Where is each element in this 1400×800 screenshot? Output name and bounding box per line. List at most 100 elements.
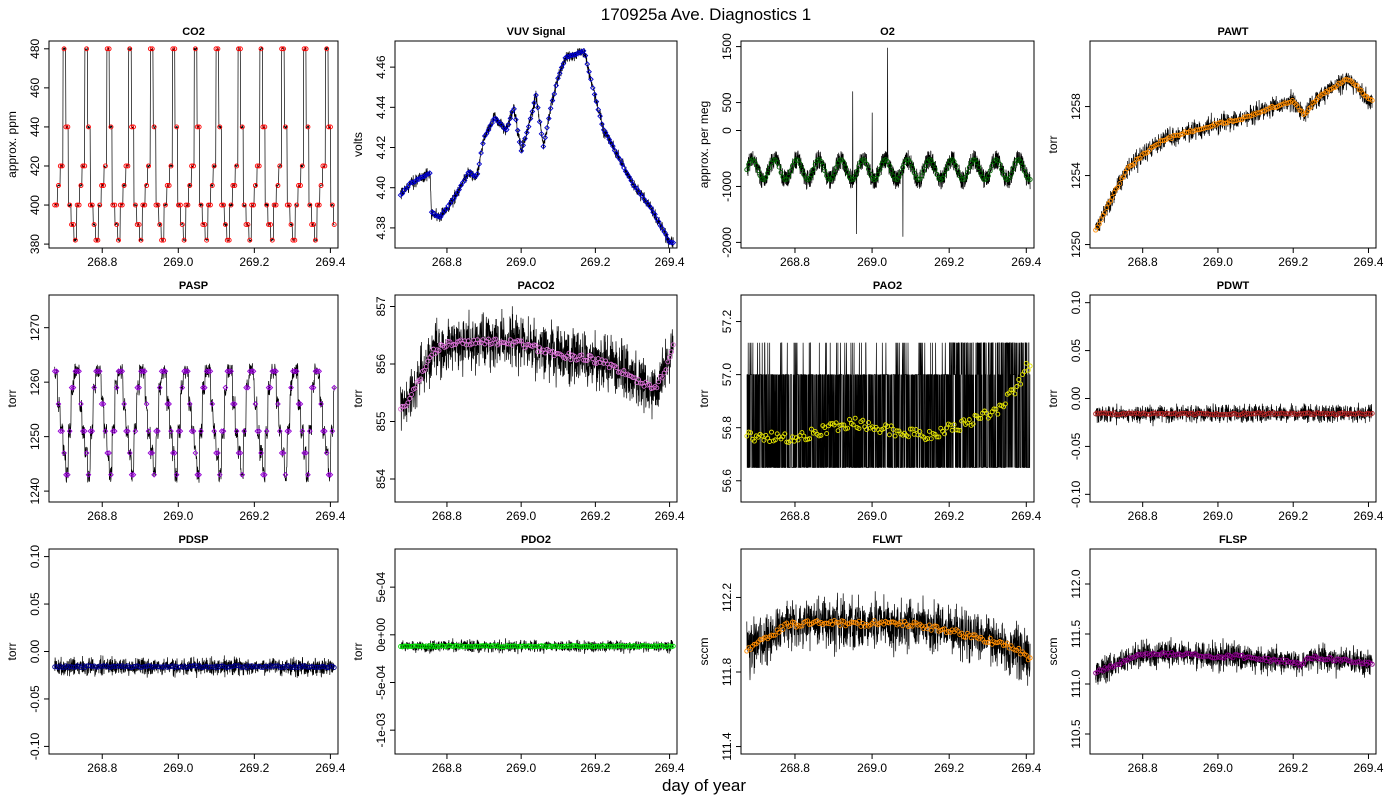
avg-point <box>1308 104 1314 110</box>
avg-point <box>183 202 189 208</box>
avg-point <box>288 384 294 391</box>
avg-point <box>254 163 260 169</box>
avg-point <box>1010 166 1016 172</box>
avg-point <box>978 415 984 421</box>
avg-point <box>763 175 769 180</box>
plot-frame <box>1089 294 1377 503</box>
avg-point <box>505 121 512 128</box>
avg-point <box>997 161 1003 167</box>
avg-point <box>923 163 928 169</box>
avg-point <box>867 171 873 177</box>
y-tick-label: 1250 <box>28 423 42 450</box>
avg-point <box>166 183 172 188</box>
avg-point <box>663 231 669 238</box>
avg-point <box>209 183 215 188</box>
avg-point <box>776 164 782 170</box>
avg-point <box>888 168 894 174</box>
avg-point <box>1122 169 1128 175</box>
avg-point <box>447 339 453 345</box>
avg-point <box>439 210 446 217</box>
x-tick-label: 269.0 <box>506 509 536 523</box>
avg-point <box>128 471 135 478</box>
avg-point <box>808 172 814 178</box>
panel-title: PASP <box>179 280 208 292</box>
avg-point <box>294 202 300 208</box>
avg-point <box>451 342 457 347</box>
avg-point <box>205 368 212 375</box>
avg-point <box>295 401 302 407</box>
avg-point <box>301 450 308 456</box>
avg-point <box>665 359 671 365</box>
avg-point <box>934 172 940 177</box>
avg-point <box>1369 97 1375 103</box>
avg-point <box>102 428 109 435</box>
avg-point <box>831 170 837 176</box>
avg-point <box>934 434 940 440</box>
avg-point <box>264 202 270 208</box>
avg-point <box>659 375 665 381</box>
avg-point <box>628 177 635 184</box>
avg-point <box>1237 117 1243 123</box>
avg-point <box>588 76 594 83</box>
avg-point <box>108 471 114 478</box>
avg-point <box>898 170 904 176</box>
avg-point <box>104 46 110 52</box>
avg-point <box>463 172 470 179</box>
avg-point <box>926 428 932 434</box>
y-axis-label: volts <box>351 132 365 157</box>
avg-point <box>132 428 139 435</box>
panel-title: PDWT <box>1217 280 1250 292</box>
avg-point <box>125 163 131 169</box>
avg-point <box>230 183 236 188</box>
x-tick-label: 269.4 <box>315 509 345 523</box>
avg-point <box>537 345 543 351</box>
avg-point <box>987 413 993 418</box>
y-tick-label: 1254 <box>1069 162 1083 189</box>
x-tick-label: 269.2 <box>580 255 610 269</box>
panel-o2: O2 approx. per meg -2000 -1000 0 500 1500 268.8… <box>697 26 1042 269</box>
avg-point <box>179 222 185 228</box>
y-tick-label: 4.38 <box>374 216 388 240</box>
avg-point <box>410 179 417 186</box>
x-tick-label: 269.4 <box>1353 761 1383 775</box>
avg-point <box>309 222 315 228</box>
avg-point <box>584 358 590 363</box>
avg-point <box>669 349 674 355</box>
avg-point <box>518 147 525 154</box>
avg-point <box>774 159 780 165</box>
avg-point <box>789 163 795 169</box>
avg-point <box>443 343 449 349</box>
avg-point <box>877 166 883 172</box>
y-tick-label: 0.10 <box>1069 291 1083 315</box>
avg-point <box>291 368 298 375</box>
avg-point <box>591 91 598 98</box>
avg-point <box>1010 387 1016 393</box>
avg-point <box>427 170 433 177</box>
x-tick-label: 268.8 <box>780 509 810 523</box>
avg-point <box>630 375 636 381</box>
avg-point <box>97 202 103 208</box>
avg-point <box>970 421 976 427</box>
avg-point <box>995 411 1001 417</box>
avg-point <box>248 368 255 375</box>
y-tick-label: -0.10 <box>1069 480 1083 508</box>
avg-point <box>80 163 86 169</box>
avg-point <box>202 222 208 228</box>
avg-point <box>797 623 803 629</box>
panel-title: CO2 <box>182 26 205 38</box>
raw-data-line <box>746 47 1031 237</box>
avg-point <box>670 239 677 246</box>
avg-point <box>144 183 150 188</box>
avg-point <box>52 202 58 208</box>
y-tick-label: 0.05 <box>28 592 42 616</box>
avg-point <box>822 425 828 430</box>
avg-point <box>271 202 277 208</box>
avg-point <box>125 428 131 435</box>
avg-point <box>53 368 60 375</box>
avg-point <box>149 46 155 52</box>
avg-point <box>153 428 159 435</box>
y-tick-label: -0.10 <box>28 732 42 760</box>
avg-point <box>293 368 300 375</box>
avg-point <box>837 157 843 163</box>
avg-point <box>904 157 909 163</box>
